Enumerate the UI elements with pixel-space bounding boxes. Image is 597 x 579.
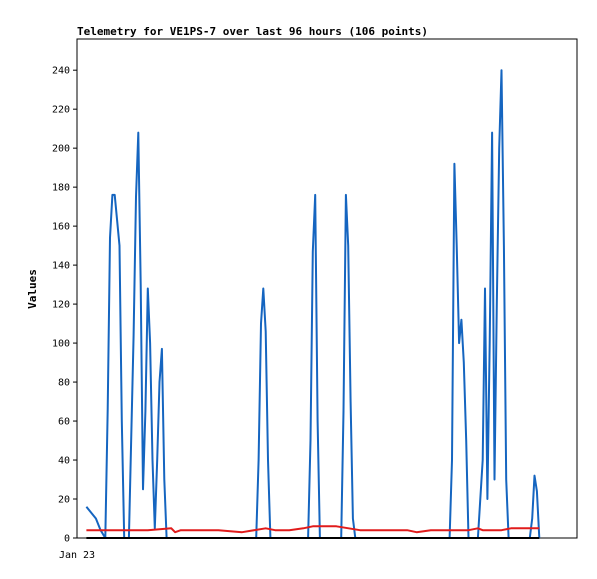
x-tick-label: Jan 23	[59, 550, 95, 561]
y-tick-label: 200	[52, 144, 70, 155]
y-tick-label: 140	[52, 261, 70, 272]
y-tick-label: 100	[52, 339, 70, 350]
y-tick-label: 240	[52, 66, 70, 77]
y-tick-label: 0	[64, 534, 70, 545]
series-line-2	[86, 525, 540, 534]
x-axis-ticks: Jan 23	[59, 550, 95, 561]
y-tick-label: 20	[58, 495, 70, 506]
y-tick-label: 60	[58, 417, 70, 428]
series-layer	[85, 69, 541, 539]
y-tick-label: 80	[58, 378, 70, 389]
y-tick-label: 180	[52, 183, 70, 194]
y-axis-label: Values	[26, 269, 39, 309]
y-tick-label: 220	[52, 105, 70, 116]
chart-title: Telemetry for VE1PS-7 over last 96 hours…	[77, 25, 428, 38]
y-tick-label: 120	[52, 300, 70, 311]
y-axis-ticks: 0 20 40 60 80 100 120 140 160 180 200 220 240	[52, 66, 77, 545]
y-tick-label: 160	[52, 222, 70, 233]
series-line-1	[85, 69, 541, 539]
y-tick-label: 40	[58, 456, 70, 467]
